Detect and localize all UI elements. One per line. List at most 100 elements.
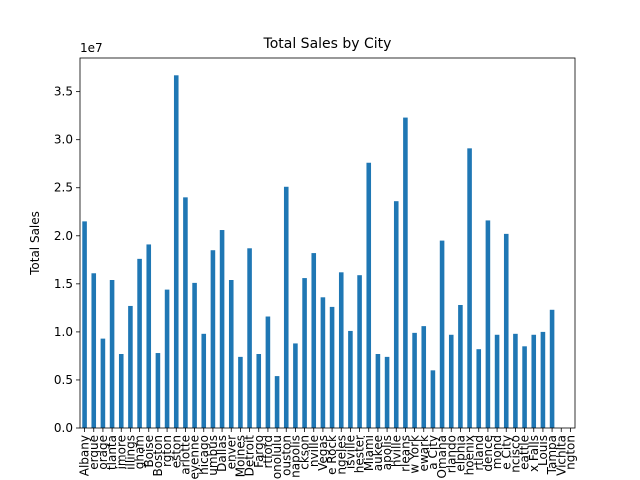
x-axis: AlbanyerqueoragetlantaimoreillingsghamBo… (78, 428, 577, 479)
x-tick-label: rlando (444, 435, 458, 473)
y-tick-label: 0.0 (54, 421, 73, 435)
bar (338, 272, 344, 428)
bar (201, 333, 207, 428)
bar (430, 370, 436, 428)
y-tick-label: 1.0 (54, 325, 73, 339)
bar (293, 343, 298, 428)
x-tick-label: Vegas (316, 435, 330, 471)
bar (238, 356, 243, 428)
bar (91, 273, 97, 428)
x-tick-label: Albany (78, 435, 92, 476)
bar (283, 186, 289, 428)
bar (109, 280, 115, 428)
x-tick-label: arlotte (178, 435, 192, 475)
x-tick-label: elphia (453, 435, 467, 472)
x-tick-label: aukee (371, 435, 385, 471)
bar (348, 330, 353, 428)
bar (494, 334, 500, 428)
x-tick-label: Boise (142, 435, 156, 468)
x-tick-label: hester (353, 435, 367, 473)
bar (375, 354, 381, 428)
bar (513, 333, 518, 428)
bar (274, 376, 280, 428)
bar (192, 282, 197, 428)
x-tick-label: e Rock (325, 435, 339, 475)
x-tick-label: rgton (160, 435, 174, 467)
x-tick-label: nville (307, 435, 321, 467)
x-tick-label: hicago (197, 435, 211, 475)
bar (393, 201, 399, 428)
y-axis-scale-label: 1e7 (80, 41, 103, 55)
x-tick-label: Boston (151, 435, 165, 476)
x-tick-label: Omaha (435, 435, 449, 478)
bar (503, 233, 509, 428)
y-tick-label: 1.5 (54, 277, 73, 291)
x-tick-label: eyenne (188, 435, 202, 479)
bar (256, 354, 262, 428)
x-tick-label: gham (133, 435, 147, 469)
x-tick-label: ouston (279, 435, 293, 476)
x-tick-label: Tampa (545, 435, 559, 475)
bar (183, 197, 188, 428)
bar (476, 349, 482, 428)
y-tick-label: 0.5 (54, 373, 73, 387)
y-axis: 0.0 0.5 1.0 1.5 2.0 2.5 3.0 3.5 (54, 85, 80, 435)
bar (82, 221, 87, 428)
bars-group (82, 75, 555, 429)
bar (439, 240, 445, 428)
x-tick-label: a City (426, 435, 440, 470)
bar (164, 289, 170, 428)
x-tick-label: hville (389, 435, 403, 467)
bar (421, 326, 427, 428)
x-tick-label: mond (490, 435, 504, 469)
x-tick-label: onolulu (270, 435, 284, 479)
y-tick-label: 3.0 (54, 133, 73, 147)
x-tick-label: rleans (398, 435, 412, 472)
x-tick-label: w York (408, 435, 422, 474)
bar (320, 297, 326, 428)
x-tick-label: ngeles (334, 435, 348, 475)
bar (357, 275, 362, 428)
x-tick-label: enver (224, 435, 238, 469)
x-tick-label: hoenix (463, 435, 477, 475)
bar (265, 316, 271, 428)
bar (412, 332, 417, 428)
x-tick-label: Detroit (243, 435, 257, 477)
x-tick-label: Miami (362, 435, 376, 471)
x-tick-label: umbus (206, 435, 220, 476)
x-tick-label: Vichita (554, 435, 568, 476)
x-tick-label: rtford (261, 435, 275, 469)
bar (155, 353, 161, 428)
x-tick-label: rtland (472, 435, 486, 471)
y-tick-label: 2.5 (54, 181, 73, 195)
bar (384, 356, 390, 428)
bar (366, 162, 372, 428)
x-tick-label: imore (114, 435, 128, 469)
bar (173, 75, 179, 429)
x-tick-label: x Falls (527, 435, 541, 472)
x-tick-label: tlanta (105, 435, 119, 470)
x-tick-label: eattle (518, 435, 532, 470)
x-tick-label: dence (481, 435, 495, 472)
bar (118, 354, 124, 428)
bar (549, 309, 555, 428)
y-axis-label: Total Sales (28, 211, 42, 276)
bar (210, 250, 216, 428)
bar (137, 258, 142, 428)
bar (128, 305, 133, 428)
y-tick-label: 2.0 (54, 229, 73, 243)
x-tick-label: Fargo (252, 435, 266, 468)
x-tick-label: Louis (536, 435, 550, 466)
bar (531, 334, 537, 428)
bar (311, 253, 317, 428)
bar (467, 148, 472, 428)
x-tick-label: apolis (380, 435, 394, 470)
bar (458, 304, 463, 428)
x-tick-label: napolis (288, 435, 302, 478)
bar (522, 346, 527, 428)
x-tick-label: ngton (563, 435, 577, 470)
y-tick-label: 3.5 (54, 85, 73, 99)
x-tick-label: Dallas (215, 435, 229, 472)
bar (247, 248, 252, 428)
